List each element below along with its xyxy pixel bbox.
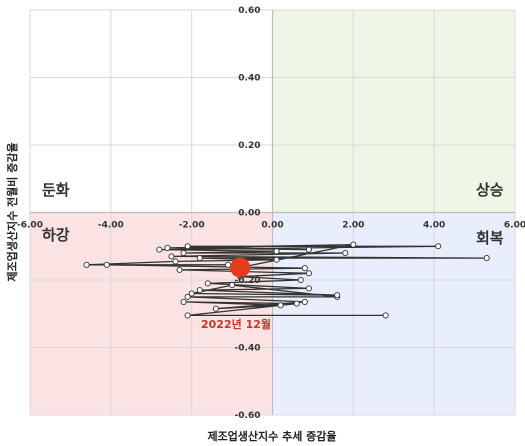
data-point (334, 292, 341, 299)
y-tick-label: -0.40 (235, 344, 261, 354)
data-point (168, 253, 175, 260)
data-point (382, 312, 389, 319)
data-point (204, 280, 211, 287)
x-tick-label: 6.00 (504, 221, 525, 231)
data-point (305, 246, 312, 253)
x-tick-label: -6.00 (17, 221, 43, 231)
x-tick-label: -4.00 (98, 221, 124, 231)
data-point (273, 248, 280, 255)
data-point (305, 270, 312, 277)
x-tick-label: 4.00 (423, 221, 445, 231)
data-point (184, 243, 191, 250)
data-point (156, 246, 163, 253)
data-point (297, 276, 304, 284)
y-tick-label: 0.00 (238, 209, 260, 219)
quadrant-label-bottom-left: 하강 (42, 226, 70, 244)
y-tick-label: -0.20 (235, 276, 261, 286)
data-point (180, 298, 187, 305)
data-point (293, 300, 300, 307)
data-point (483, 255, 490, 262)
data-point (196, 287, 203, 294)
data-point (172, 258, 179, 265)
data-point (184, 293, 191, 300)
x-tick-label: 2.00 (342, 221, 364, 231)
highlight-label: 2022년 12월 (201, 317, 271, 331)
data-point (342, 249, 349, 257)
data-point (196, 255, 203, 262)
data-point (277, 302, 284, 309)
data-point (350, 241, 357, 248)
quadrant-top-right (272, 10, 515, 213)
data-point (184, 312, 191, 319)
tick-labels: -6.00 -4.00 -2.00 0.00 2.00 4.00 6.00 0.60 0.40 0… (17, 6, 525, 421)
data-point (188, 290, 195, 297)
quadrant-label-top-left: 둔화 (42, 181, 70, 199)
quadrant-label-bottom-right: 회복 (476, 229, 504, 247)
y-tick-label: -0.60 (235, 411, 261, 421)
y-tick-label: 0.40 (238, 74, 260, 84)
data-point (435, 243, 442, 250)
y-axis-title: 제조업생산지수 전월비 증감율 (5, 142, 19, 281)
y-tick-label: 0.60 (238, 6, 260, 16)
y-tick-label: 0.20 (238, 141, 260, 151)
quadrant-label-top-right: 상승 (476, 181, 504, 199)
x-axis-title: 제조업생산지수 추세 증감율 (207, 429, 336, 443)
data-point (229, 282, 236, 289)
highlight-point (230, 257, 251, 278)
x-tick-label: 0.00 (261, 221, 283, 231)
data-point (273, 256, 280, 263)
data-point (83, 261, 90, 268)
data-point (305, 285, 312, 292)
quadrant-top-left (30, 10, 273, 213)
data-point (301, 298, 308, 305)
x-tick-label: -2.00 (179, 221, 205, 231)
data-point (164, 244, 171, 251)
data-point (212, 305, 219, 312)
data-point (301, 265, 308, 272)
data-point (180, 249, 187, 257)
zero-axes (30, 10, 515, 415)
data-point (176, 266, 183, 273)
data-point (103, 261, 110, 268)
data-series (83, 241, 490, 319)
data-point (224, 261, 232, 268)
